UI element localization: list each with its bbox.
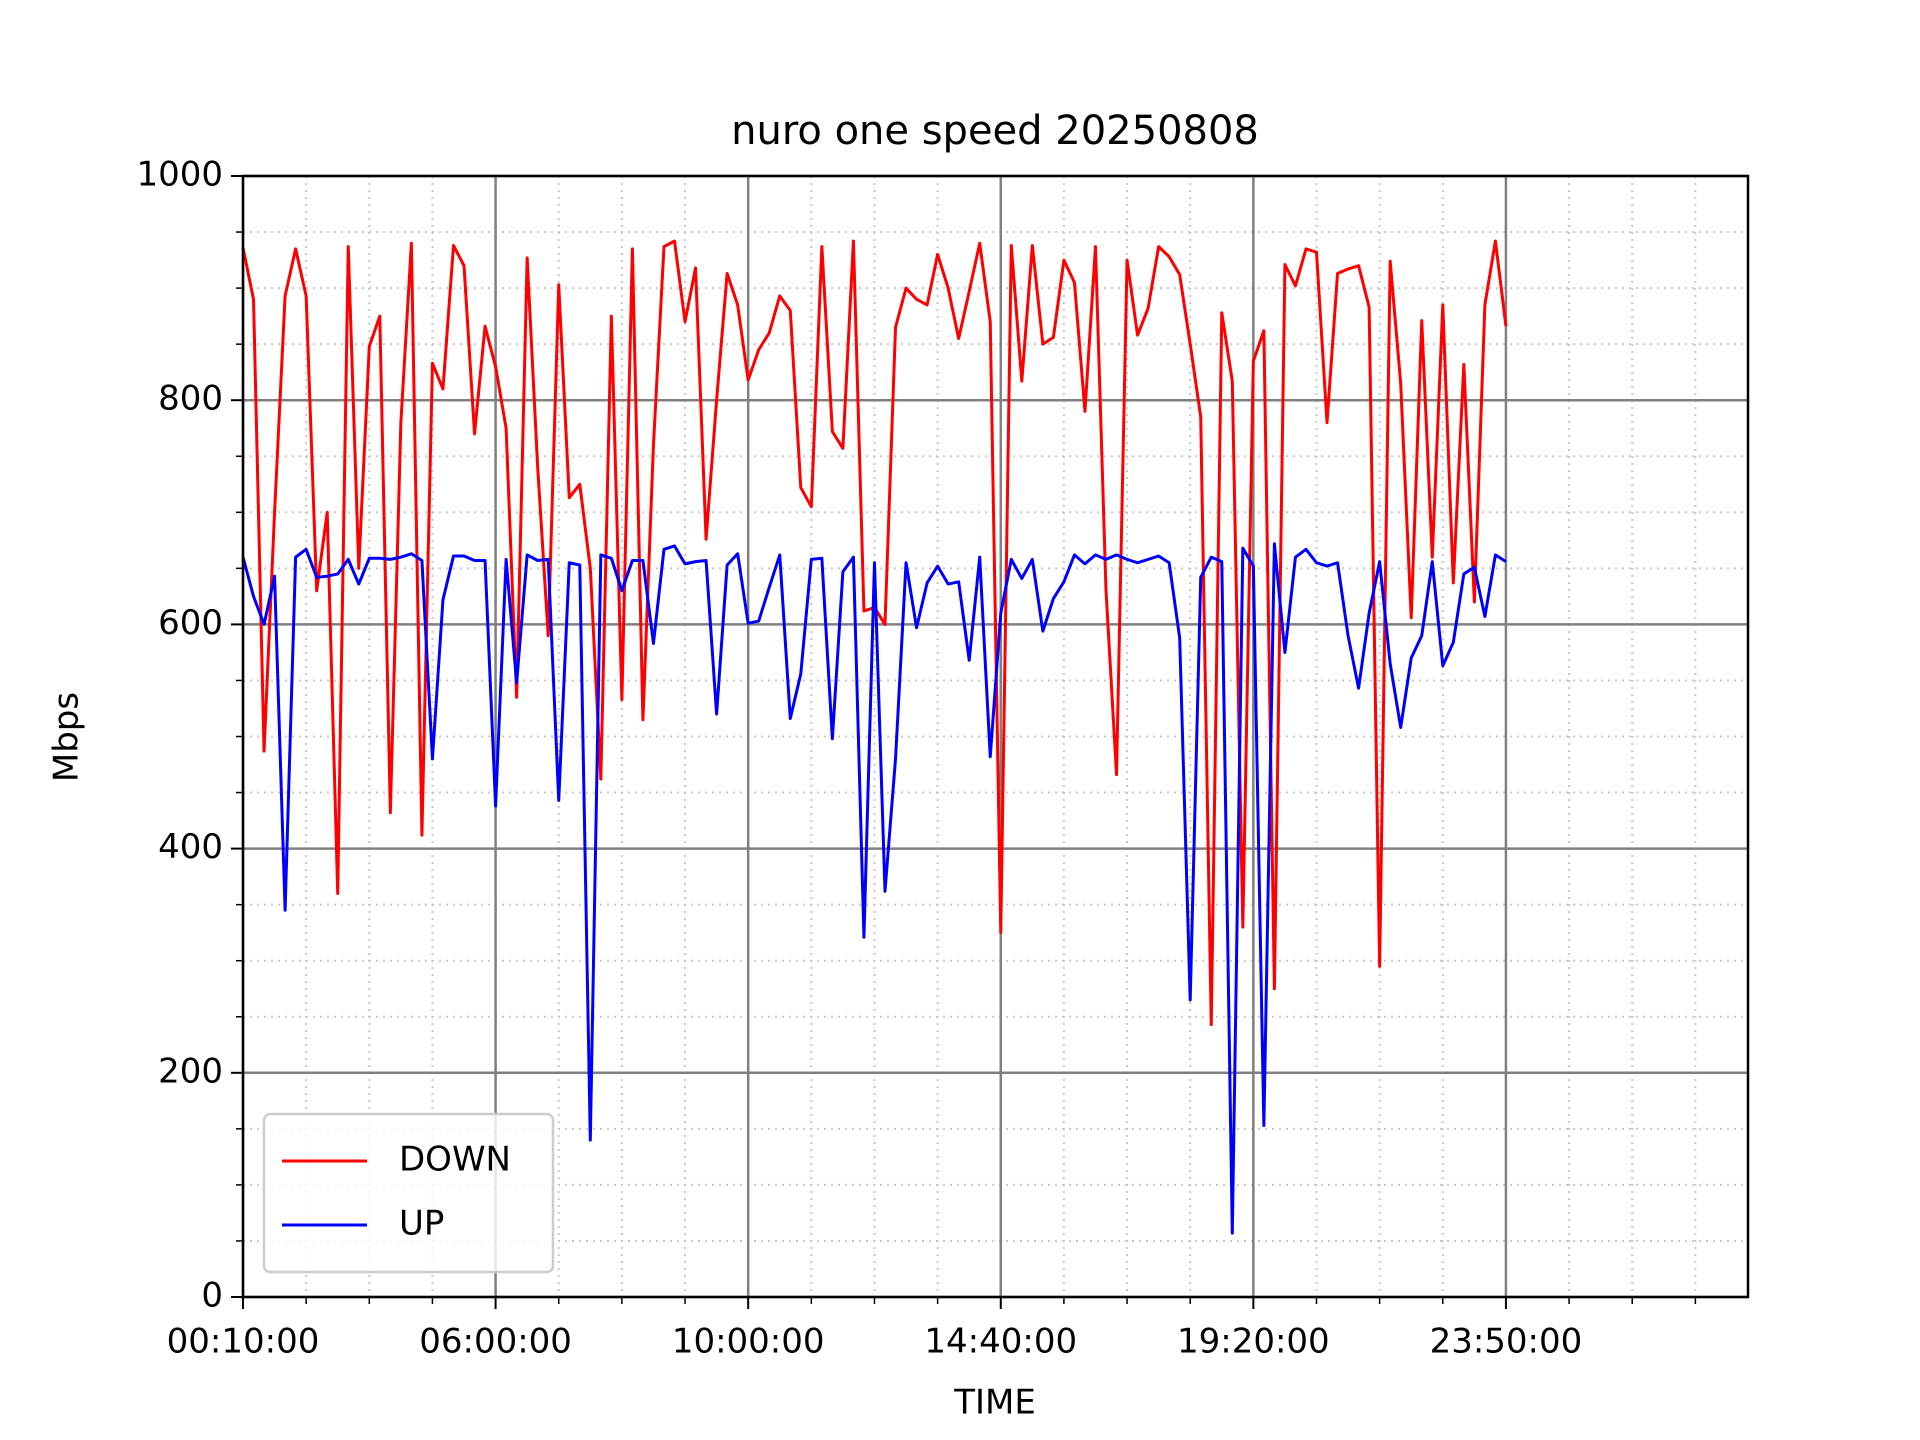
y-tick-label: 200 <box>158 1051 223 1091</box>
x-tick-label: 14:40:00 <box>924 1322 1077 1362</box>
x-tick-label: 23:50:00 <box>1430 1322 1583 1362</box>
x-tick-label: 00:10:00 <box>167 1322 320 1362</box>
y-tick-label: 400 <box>158 827 223 867</box>
plot-frame <box>241 174 1750 1299</box>
y-tick-label: 600 <box>158 603 223 643</box>
x-axis-label: TIME <box>953 1383 1036 1423</box>
x-tick-label: 10:00:00 <box>672 1322 825 1362</box>
chart-title: nuro one speed 20250808 <box>731 108 1259 154</box>
y-axis-label: Mbps <box>47 692 87 782</box>
legend-box <box>262 1112 555 1274</box>
legend-label: UP <box>399 1204 444 1244</box>
x-tick-label: 06:00:00 <box>419 1322 572 1362</box>
y-tick-label: 0 <box>201 1276 223 1316</box>
y-tick-label: 800 <box>158 379 223 419</box>
y-tick-label: 1000 <box>136 155 223 195</box>
data-line <box>241 542 1507 1235</box>
x-tick-label: 19:20:00 <box>1177 1322 1330 1362</box>
legend-label: DOWN <box>399 1140 511 1180</box>
